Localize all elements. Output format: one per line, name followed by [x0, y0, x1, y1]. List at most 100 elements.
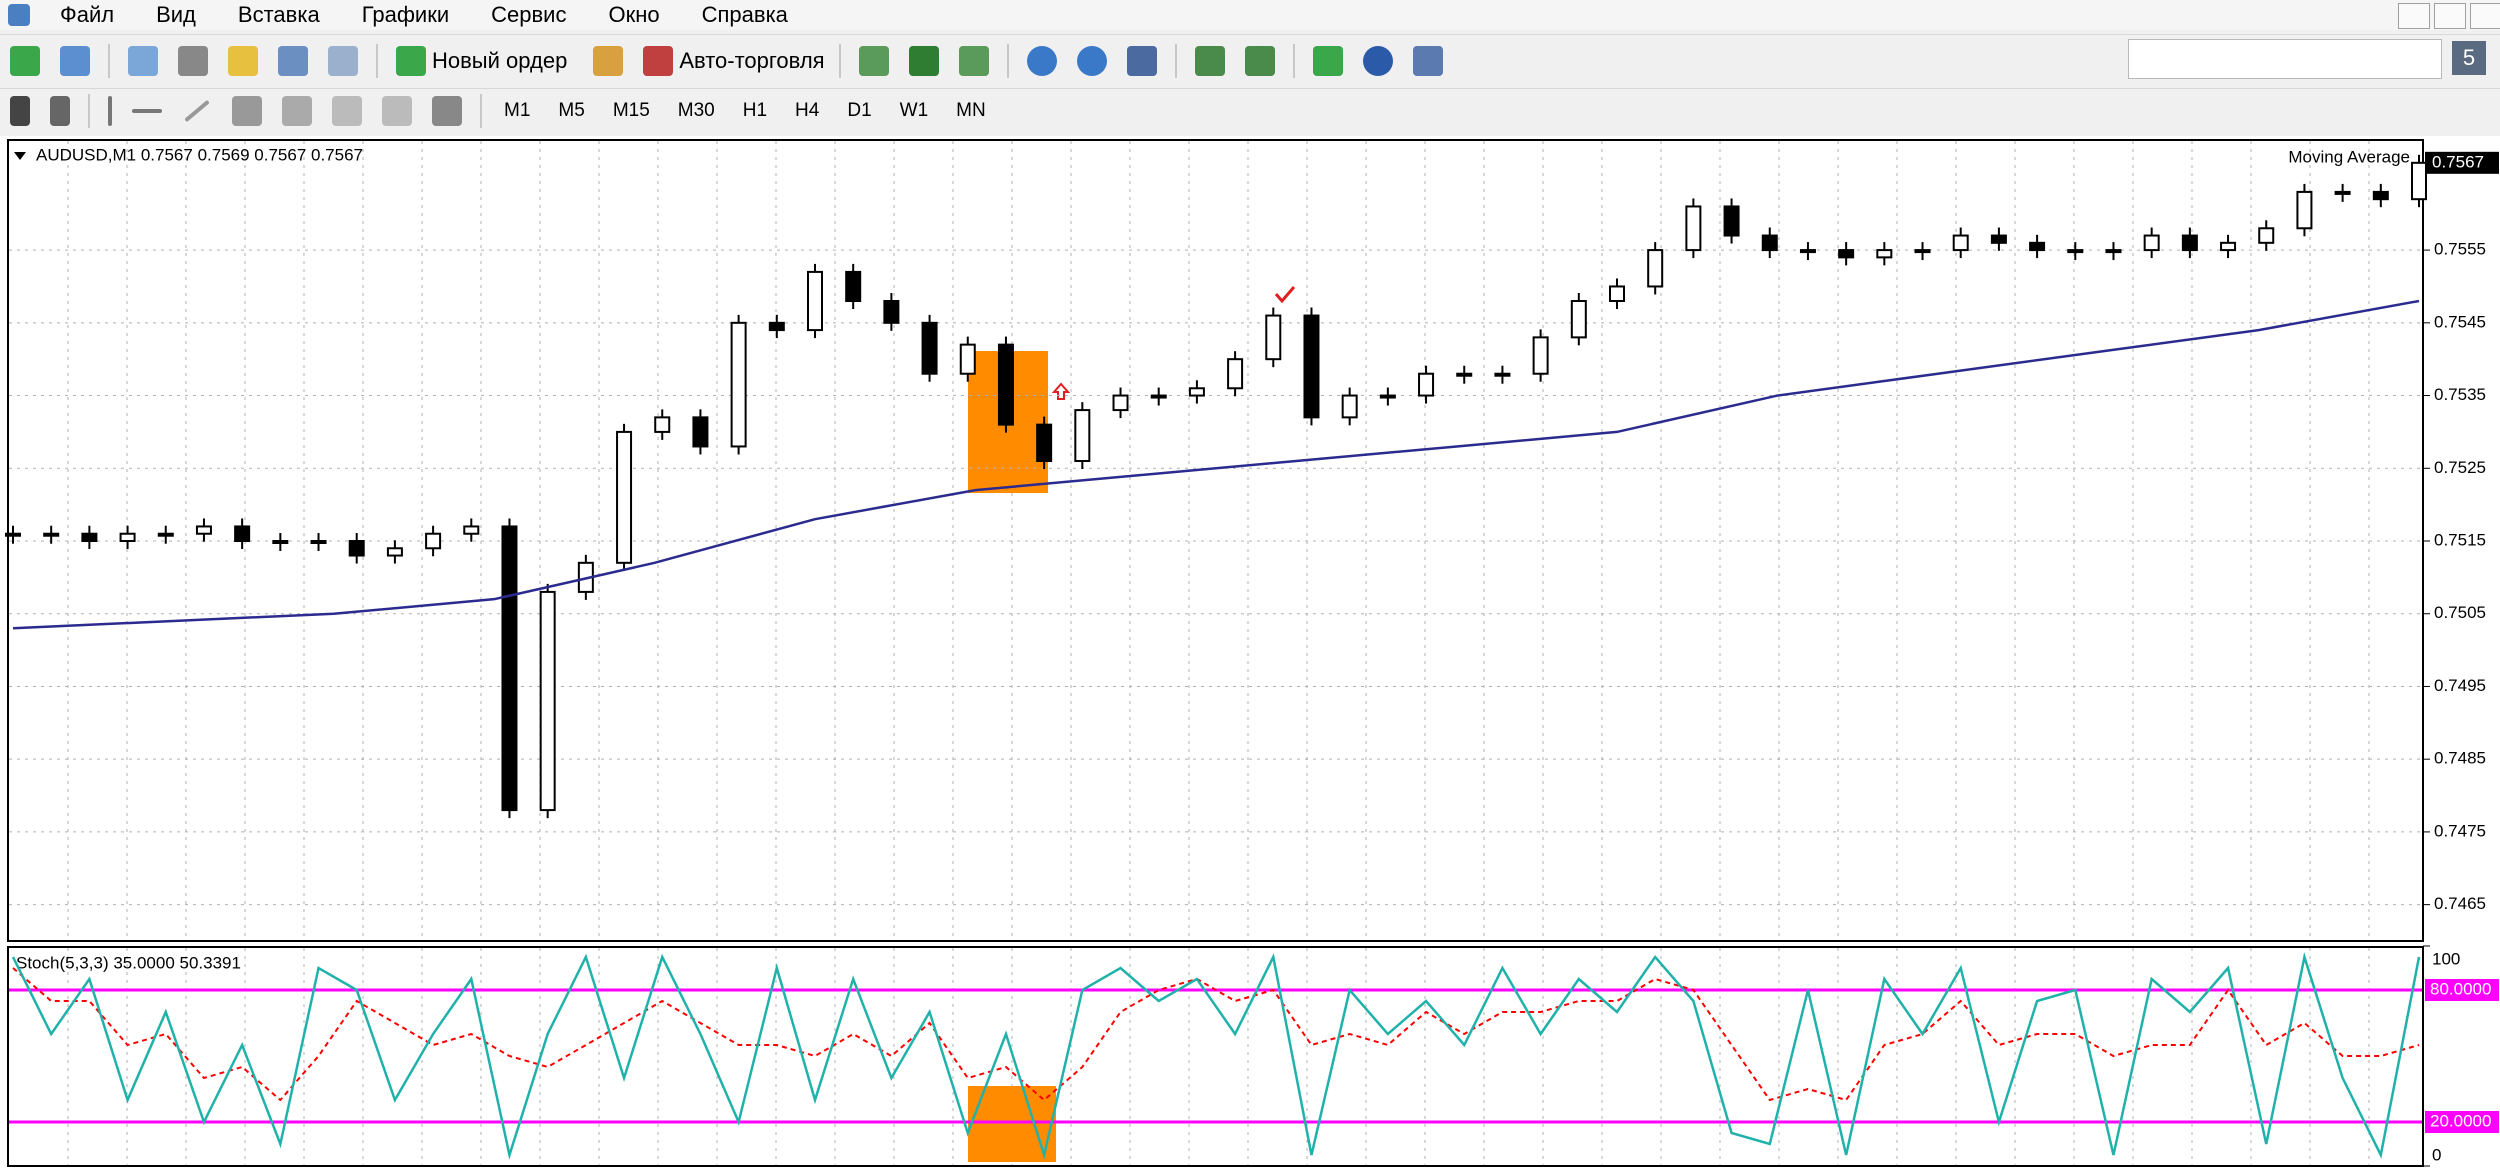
osc-tick-label: 100 — [2432, 949, 2460, 968]
level-label-box — [2425, 1111, 2499, 1133]
candle-body — [921, 321, 938, 375]
price-label: 0.7535 — [2434, 385, 2486, 404]
candle-body — [1303, 314, 1320, 419]
text-tool[interactable] — [332, 95, 362, 126]
menu-item[interactable]: Справка — [701, 2, 788, 27]
periods-icon[interactable] — [1362, 45, 1393, 76]
minimize-button[interactable] — [2398, 3, 2430, 29]
restore-button[interactable] — [2434, 3, 2466, 29]
separator — [88, 93, 90, 128]
candle-body — [1914, 249, 1931, 254]
candle-chart-icon[interactable] — [908, 45, 939, 76]
candle-body — [501, 525, 518, 812]
candle-body — [1799, 249, 1816, 254]
crosshair-tool[interactable] — [50, 95, 70, 126]
candle-body — [1265, 314, 1282, 361]
market-watch-icon[interactable] — [128, 45, 158, 76]
candle-body — [272, 540, 289, 544]
hline-tool[interactable] — [132, 108, 162, 113]
menu-item[interactable]: Окно — [608, 2, 660, 27]
zoom-in-icon[interactable] — [1026, 45, 1057, 76]
chart-background — [0, 136, 2500, 1169]
price-label: 0.7465 — [2434, 894, 2486, 913]
candle-body — [1838, 249, 1855, 259]
chart-shift-icon[interactable] — [1244, 45, 1275, 76]
candle-body — [195, 525, 212, 535]
candle-body — [692, 416, 709, 448]
timeframe-button[interactable]: M1 — [504, 99, 531, 121]
candle-body — [1609, 285, 1625, 302]
line-chart-icon[interactable] — [958, 45, 989, 76]
menu-bar: Файл Вид Вставка Графики Сервис Окно Справка — [0, 0, 2500, 30]
candle-body — [1379, 394, 1396, 399]
timeframe-button[interactable]: H4 — [795, 99, 820, 121]
candle-body — [997, 343, 1014, 426]
price-label: 0.7475 — [2434, 821, 2486, 840]
zoom-out-icon[interactable] — [1076, 45, 1107, 76]
search-box[interactable] — [2128, 39, 2442, 79]
menu-item[interactable]: Вставка — [237, 2, 320, 27]
fibo-tool[interactable] — [282, 95, 312, 126]
timeframe-button[interactable]: H1 — [742, 99, 768, 121]
candle-body — [1570, 300, 1587, 339]
new-order-icon — [396, 45, 426, 76]
candle-body — [654, 416, 671, 433]
vline-tool[interactable] — [108, 95, 112, 126]
candle-body — [463, 525, 480, 535]
candle-body — [616, 430, 633, 564]
timeframe-button[interactable]: M30 — [677, 99, 715, 121]
candle-body — [81, 532, 98, 542]
arrows-tool[interactable] — [432, 95, 462, 126]
bar-chart-icon[interactable] — [858, 45, 889, 76]
timeframes: M1 M5 M15 M30 H1 H4 D1 W1 MN — [490, 95, 1000, 127]
timeframe-button[interactable]: M5 — [558, 99, 585, 121]
timeframe-button[interactable]: MN — [956, 99, 986, 121]
candle-body — [730, 321, 747, 448]
trendline-tool[interactable] — [184, 99, 210, 122]
candle-body — [1074, 409, 1091, 463]
moving-average-line — [12, 299, 2420, 630]
channel-tool[interactable] — [232, 95, 262, 126]
candle-body — [1876, 249, 1893, 259]
candle-body — [1532, 336, 1549, 375]
candle-body — [1723, 205, 1740, 237]
tile-icon[interactable] — [1126, 45, 1157, 76]
templates-icon[interactable] — [1412, 45, 1443, 76]
timeframe-button[interactable]: M15 — [612, 99, 650, 121]
data-window-icon[interactable] — [178, 45, 208, 76]
current-price-box — [2425, 151, 2499, 174]
auto-trading-button[interactable]: Авто-торговля — [633, 45, 825, 76]
separator — [108, 43, 110, 78]
close-button[interactable] — [2470, 3, 2500, 29]
menu-item[interactable]: Файл — [60, 2, 115, 27]
osc-tick-label: 0 — [2432, 1145, 2441, 1164]
auto-trading-label: Авто-торговля — [679, 47, 825, 73]
label-tool[interactable] — [382, 95, 412, 126]
new-order-button[interactable]: Новый ордер — [386, 45, 567, 76]
tester-icon[interactable] — [328, 45, 358, 76]
autoscroll-icon[interactable] — [1194, 45, 1225, 76]
menu-item[interactable]: Вид — [156, 2, 196, 27]
candle-body — [1990, 234, 2007, 244]
timeframe-button[interactable]: D1 — [847, 99, 872, 121]
price-label: 0.7485 — [2434, 749, 2486, 768]
navigator-icon[interactable] — [228, 45, 258, 76]
meta-editor-icon[interactable] — [593, 45, 624, 76]
menu-item[interactable]: Сервис — [491, 2, 567, 27]
candle-body — [807, 270, 823, 332]
candle-body — [1647, 249, 1664, 288]
price-label: 0.7495 — [2434, 676, 2486, 695]
candle-body — [959, 343, 976, 375]
menu-item[interactable]: Графики — [361, 2, 450, 27]
collapse-arrow[interactable] — [14, 152, 26, 160]
new-chart-icon[interactable] — [10, 45, 40, 76]
cursor-tool[interactable] — [10, 95, 30, 126]
timeframe-button[interactable]: W1 — [899, 99, 929, 121]
terminal-icon[interactable] — [278, 45, 308, 76]
price-label: 0.7505 — [2434, 603, 2486, 622]
indicators-icon[interactable] — [1312, 45, 1343, 76]
candle-body — [1494, 372, 1511, 377]
notification-badge[interactable]: 5 — [2452, 41, 2486, 75]
profiles-icon[interactable] — [60, 45, 90, 76]
candle-body — [2372, 190, 2389, 201]
